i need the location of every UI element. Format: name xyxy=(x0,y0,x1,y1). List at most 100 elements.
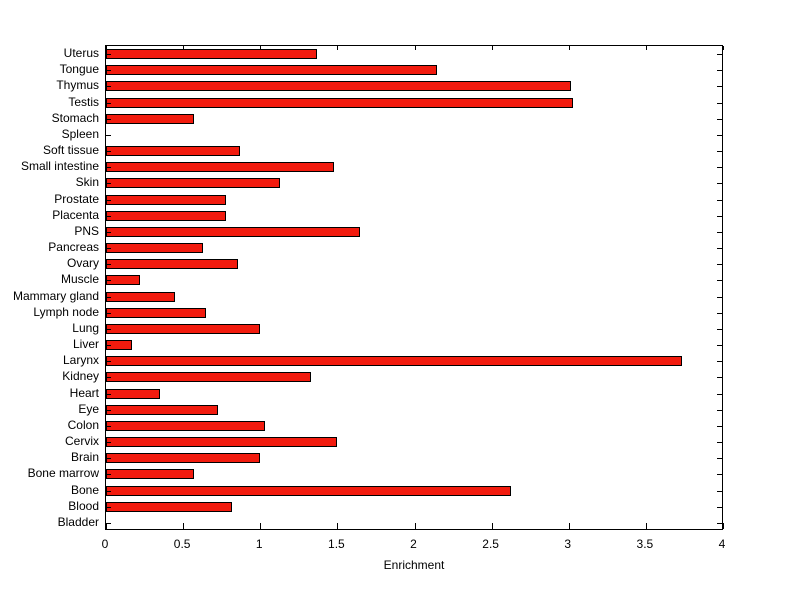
y-tick xyxy=(106,264,111,265)
y-tick xyxy=(717,377,722,378)
y-tick xyxy=(717,200,722,201)
y-tick xyxy=(106,523,111,524)
y-tick xyxy=(106,200,111,201)
x-tick xyxy=(723,523,724,529)
y-tick-label-larynx: Larynx xyxy=(62,353,99,368)
y-tick-label-soft-tissue: Soft tissue xyxy=(42,143,99,158)
y-tick-label-testis: Testis xyxy=(68,94,99,109)
y-tick xyxy=(717,103,722,104)
y-tick xyxy=(717,54,722,55)
y-tick xyxy=(717,216,722,217)
y-tick xyxy=(106,183,111,184)
y-tick-label-bone: Bone xyxy=(70,482,99,497)
y-tick-label-lymph-node: Lymph node xyxy=(33,304,99,319)
bar-bone xyxy=(106,485,512,496)
y-tick xyxy=(106,361,111,362)
bar-lung xyxy=(106,323,260,334)
bar-tongue xyxy=(106,65,438,76)
bar-stomach xyxy=(106,113,194,124)
y-tick-label-stomach: Stomach xyxy=(51,110,99,125)
y-tick-label-blood: Blood xyxy=(68,498,99,513)
y-tick xyxy=(717,394,722,395)
x-tick-label-2: 2 xyxy=(410,537,417,551)
y-tick-label-placenta: Placenta xyxy=(52,207,99,222)
x-tick-label-4: 4 xyxy=(718,537,726,551)
bar-blood xyxy=(106,501,233,512)
x-tick xyxy=(569,523,570,529)
y-tick-label-spleen: Spleen xyxy=(61,126,99,141)
y-tick xyxy=(106,442,111,443)
y-tick xyxy=(717,474,722,475)
y-tick-label-bladder: Bladder xyxy=(57,514,99,529)
bar-cervix xyxy=(106,437,337,448)
bar-placenta xyxy=(106,210,227,221)
y-tick-label-pns: PNS xyxy=(74,223,99,238)
y-tick xyxy=(106,248,111,249)
y-tick xyxy=(106,507,111,508)
x-tick xyxy=(723,46,724,50)
y-tick xyxy=(717,135,722,136)
y-tick xyxy=(106,458,111,459)
y-tick xyxy=(717,167,722,168)
y-tick xyxy=(106,119,111,120)
bar-colon xyxy=(106,420,265,431)
x-tick xyxy=(415,46,416,50)
y-tick-label-cervix: Cervix xyxy=(64,434,99,449)
y-tick-label-small-intestine: Small intestine xyxy=(20,159,99,174)
y-tick xyxy=(106,151,111,152)
bar-skin xyxy=(106,178,281,189)
y-tick xyxy=(717,458,722,459)
x-tick xyxy=(337,46,338,50)
y-tick-label-muscle: Muscle xyxy=(60,272,99,287)
y-tick xyxy=(717,442,722,443)
bar-soft-tissue xyxy=(106,146,240,157)
x-tick xyxy=(183,523,184,529)
y-tick xyxy=(717,491,722,492)
y-tick xyxy=(717,297,722,298)
y-tick-label-colon: Colon xyxy=(67,417,99,432)
bar-brain xyxy=(106,453,260,464)
x-tick xyxy=(260,523,261,529)
y-tick xyxy=(717,248,722,249)
x-tick-label-3: 3 xyxy=(564,537,572,551)
bar-small-intestine xyxy=(106,162,334,173)
x-tick-label-0.5: 0.5 xyxy=(173,537,191,551)
y-tick xyxy=(106,232,111,233)
y-tick xyxy=(106,54,111,55)
bar-pns xyxy=(106,226,361,237)
x-tick xyxy=(106,523,107,529)
x-tick-label-2.5: 2.5 xyxy=(482,537,499,551)
y-tick-label-heart: Heart xyxy=(69,385,99,400)
y-tick xyxy=(717,329,722,330)
y-tick-label-mammary-gland: Mammary gland xyxy=(12,288,99,303)
y-tick xyxy=(106,426,111,427)
y-tick xyxy=(717,183,722,184)
y-tick xyxy=(106,491,111,492)
y-tick xyxy=(106,70,111,71)
x-tick xyxy=(260,46,261,50)
y-tick xyxy=(106,216,111,217)
bar-kidney xyxy=(106,372,311,383)
bar-ovary xyxy=(106,259,239,270)
bar-prostate xyxy=(106,194,227,205)
x-tick xyxy=(337,523,338,529)
y-tick-label-lung: Lung xyxy=(72,320,99,335)
y-tick-label-brain: Brain xyxy=(70,450,99,465)
y-tick xyxy=(106,103,111,104)
bar-uterus xyxy=(106,49,317,60)
y-tick xyxy=(106,297,111,298)
y-tick xyxy=(106,394,111,395)
y-tick xyxy=(717,345,722,346)
y-tick xyxy=(717,119,722,120)
y-tick-label-thymus: Thymus xyxy=(56,78,99,93)
y-tick xyxy=(717,280,722,281)
y-tick-label-ovary: Ovary xyxy=(66,256,99,271)
y-tick xyxy=(717,151,722,152)
y-tick xyxy=(106,280,111,281)
x-tick-label-3.5: 3.5 xyxy=(636,537,654,551)
x-tick xyxy=(492,523,493,529)
bar-eye xyxy=(106,404,219,415)
y-tick xyxy=(717,361,722,362)
y-tick xyxy=(717,410,722,411)
